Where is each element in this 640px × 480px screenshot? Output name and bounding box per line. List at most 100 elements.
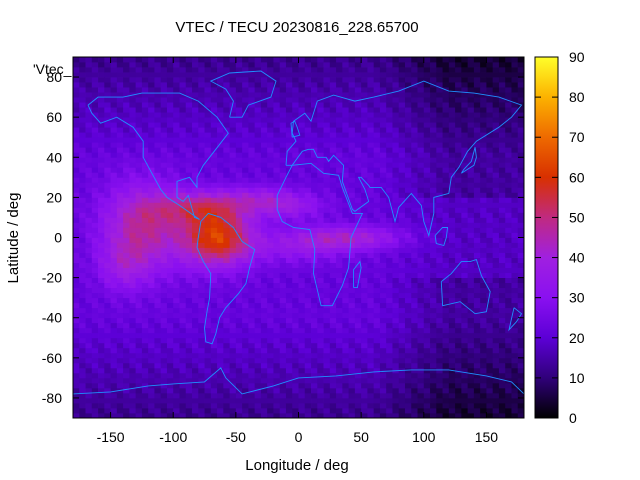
heatmap-cell bbox=[148, 212, 155, 218]
heatmap-cell bbox=[116, 152, 124, 158]
heatmap-cell bbox=[110, 157, 118, 163]
heatmap-cell bbox=[423, 197, 431, 203]
heatmap-cell bbox=[267, 202, 274, 208]
heatmap-cell bbox=[129, 357, 137, 364]
heatmap-cell bbox=[279, 62, 287, 68]
heatmap-cell bbox=[204, 237, 212, 243]
heatmap-cell bbox=[242, 212, 249, 218]
heatmap-cell bbox=[430, 342, 437, 349]
heatmap-cell bbox=[442, 292, 450, 299]
heatmap-cell bbox=[348, 257, 356, 263]
heatmap-cell bbox=[85, 212, 93, 218]
heatmap-cell bbox=[85, 187, 93, 193]
heatmap-cell bbox=[417, 397, 425, 404]
heatmap-cell bbox=[210, 392, 218, 399]
heatmap-cell bbox=[436, 337, 443, 344]
heatmap-cell bbox=[342, 357, 350, 364]
heatmap-cell bbox=[116, 367, 124, 374]
heatmap-cell bbox=[498, 92, 506, 98]
heatmap-cell bbox=[336, 142, 343, 148]
heatmap-cell bbox=[110, 232, 118, 238]
heatmap-cell bbox=[91, 187, 99, 193]
heatmap-cell bbox=[323, 317, 331, 324]
heatmap-cell bbox=[304, 212, 312, 218]
heatmap-cell bbox=[123, 82, 130, 88]
heatmap-cell bbox=[348, 62, 356, 68]
heatmap-cell bbox=[273, 397, 281, 404]
heatmap-cell bbox=[135, 412, 143, 419]
heatmap-cell bbox=[185, 222, 193, 228]
heatmap-cell bbox=[404, 297, 412, 304]
heatmap-cell bbox=[135, 172, 143, 178]
heatmap-cell bbox=[436, 282, 443, 289]
heatmap-cell bbox=[98, 252, 105, 258]
heatmap-cell bbox=[423, 137, 431, 143]
heatmap-cell bbox=[417, 362, 425, 369]
heatmap-cell bbox=[367, 192, 375, 198]
heatmap-cell bbox=[467, 297, 475, 304]
heatmap-cell bbox=[398, 357, 406, 364]
heatmap-cell bbox=[242, 177, 249, 183]
heatmap-cell bbox=[242, 137, 249, 143]
heatmap-cell bbox=[486, 357, 494, 364]
heatmap-cell bbox=[254, 212, 262, 218]
heatmap-cell bbox=[85, 87, 93, 93]
heatmap-cell bbox=[104, 167, 111, 173]
heatmap-cell bbox=[386, 132, 393, 138]
heatmap-cell bbox=[467, 227, 475, 233]
heatmap-cell bbox=[254, 372, 262, 379]
heatmap-cell bbox=[298, 407, 306, 414]
heatmap-cell bbox=[342, 62, 350, 68]
heatmap-cell bbox=[148, 397, 155, 404]
heatmap-cell bbox=[235, 272, 243, 279]
heatmap-cell bbox=[267, 372, 274, 379]
heatmap-cell bbox=[141, 252, 149, 258]
heatmap-cell bbox=[442, 92, 450, 98]
heatmap-cell bbox=[373, 262, 381, 268]
heatmap-cell bbox=[217, 137, 224, 143]
heatmap-cell bbox=[317, 212, 324, 218]
heatmap-cell bbox=[91, 92, 99, 98]
heatmap-cell bbox=[185, 307, 193, 314]
heatmap-cell bbox=[373, 172, 381, 178]
heatmap-cell bbox=[79, 252, 86, 258]
heatmap-cell bbox=[217, 167, 224, 173]
heatmap-cell bbox=[467, 182, 475, 188]
heatmap-cell bbox=[292, 267, 299, 273]
heatmap-cell bbox=[79, 347, 86, 354]
heatmap-cell bbox=[110, 187, 118, 193]
heatmap-cell bbox=[154, 142, 162, 148]
heatmap-cell bbox=[79, 127, 86, 133]
heatmap-cell bbox=[492, 217, 500, 223]
heatmap-cell bbox=[323, 287, 331, 294]
heatmap-cell bbox=[436, 262, 443, 268]
heatmap-cell bbox=[317, 292, 324, 299]
heatmap-cell bbox=[160, 197, 168, 203]
heatmap-cell bbox=[217, 292, 224, 299]
heatmap-cell bbox=[336, 307, 343, 314]
heatmap-cell bbox=[404, 157, 412, 163]
heatmap-cell bbox=[166, 157, 174, 163]
heatmap-cell bbox=[298, 262, 306, 268]
heatmap-cell bbox=[267, 152, 274, 158]
heatmap-cell bbox=[348, 177, 356, 183]
heatmap-cell bbox=[311, 372, 318, 379]
heatmap-cell bbox=[279, 312, 287, 319]
heatmap-cell bbox=[348, 352, 356, 359]
heatmap-cell bbox=[223, 192, 230, 198]
heatmap-cell bbox=[141, 367, 149, 374]
heatmap-cell bbox=[379, 232, 387, 238]
heatmap-cell bbox=[404, 122, 412, 128]
heatmap-cell bbox=[104, 222, 111, 228]
heatmap-cell bbox=[404, 147, 412, 153]
heatmap-cell bbox=[336, 112, 343, 118]
heatmap-cell bbox=[242, 217, 249, 223]
heatmap-cell bbox=[292, 57, 299, 63]
heatmap-cell bbox=[154, 212, 162, 218]
heatmap-cell bbox=[116, 342, 124, 349]
heatmap-cell bbox=[123, 297, 130, 304]
heatmap-cell bbox=[179, 322, 187, 329]
heatmap-cell bbox=[442, 397, 450, 404]
heatmap-cell bbox=[198, 352, 205, 359]
heatmap-cell bbox=[217, 317, 224, 324]
